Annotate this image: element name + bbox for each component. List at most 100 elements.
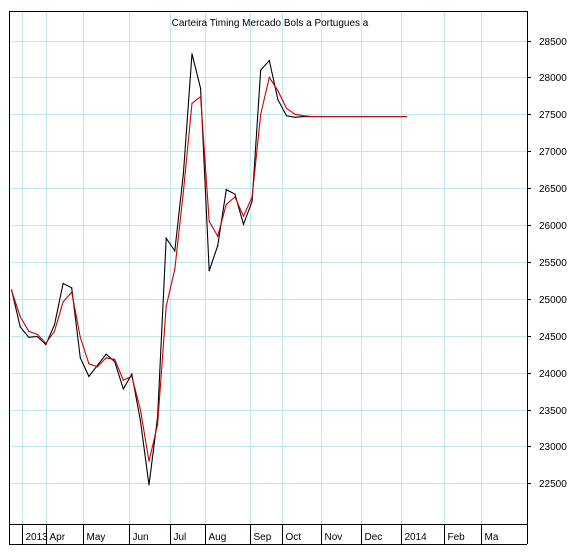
series-2-point [268,76,270,78]
series-1-point [88,375,90,377]
plot-frame [9,11,528,525]
series-2-point [320,116,322,118]
series-2-point [225,203,227,205]
series-2-point [165,305,167,307]
series-2-point [363,116,365,118]
series-1-point [96,364,99,366]
x-tick-label: Ma [485,532,499,543]
x-tick-label: Oct [286,532,302,543]
series-2-point [328,116,330,118]
series-1-point [62,282,64,284]
series-2-point [148,460,150,462]
series-1-point [294,116,296,118]
series-2-point [294,113,296,115]
y-tick-label: 25500 [539,258,567,269]
y-tick-label: 28500 [539,37,567,48]
series-2-point [406,116,408,118]
series-2-point [200,96,202,98]
y-tick-label: 26500 [539,184,567,195]
series-1-point [285,115,288,117]
x-tick-label: Feb [448,532,466,543]
x-tick-label: Sep [254,532,272,543]
series-2-point [174,268,176,270]
series-2-point [88,363,90,365]
chart-title: Carteira Timing Mercado Bols a Portugues… [172,18,369,29]
series-2-point [277,90,279,92]
series-1-point [251,200,253,202]
x-tick-label: Apr [50,532,66,543]
series-2-point [234,196,236,198]
series-1-point [45,344,47,346]
series-1-point [139,420,141,422]
series-2-point [380,116,382,118]
series-2-point [131,375,133,377]
y-tick-label: 25000 [539,295,567,306]
series-2-point [45,342,47,344]
series-2-point [389,116,391,118]
series-2-point [260,113,262,115]
y-axis: 22500 23000 23500 24000 24500 25000 25500 26000… [527,37,567,490]
series-1-point [174,250,176,252]
series-2-point [311,116,313,118]
series-2-point [36,333,38,335]
series-1-point [148,484,150,486]
x-tick-label: Jun [133,532,149,543]
series-1-point [217,245,219,247]
series-2-point [139,409,141,411]
series-2-point [28,330,30,332]
series-1-point [268,59,270,62]
x-tick-label: May [87,532,106,543]
series-2-point [346,116,348,118]
series-1-point [200,87,202,90]
x-tick-label: Aug [209,532,227,543]
series-2-point [242,215,245,217]
series-1-point [182,172,184,174]
series-1-point [225,189,227,191]
y-tick-label: 23000 [539,442,567,453]
series-2-point [53,330,56,332]
series-1-point [242,223,245,225]
x-tick-label: Dec [365,532,383,543]
y-tick-label: 24500 [539,332,567,343]
series-1-point [208,270,210,272]
series-1-point [122,388,124,390]
series-2-point [105,357,107,359]
y-tick-label: 28000 [539,73,567,84]
series-1-point [36,335,38,338]
series-2-point [114,358,116,360]
series-1-point [131,373,133,375]
series-2-point [337,116,339,118]
y-tick-label: 27000 [539,147,567,158]
series-layer [11,53,408,486]
series-1-point [165,237,167,239]
series-2-point [11,290,13,292]
x-tick-label: Jul [174,532,187,543]
series-2-point [354,116,356,118]
series-2-point [217,235,219,237]
series-1-point [191,53,193,55]
series-2-point [96,366,99,368]
series-1-point [28,336,30,338]
series-1-point [234,193,236,195]
series-1-point [277,99,279,101]
x-tick-label: 2014 [405,532,428,543]
y-tick-label: 23500 [539,406,567,417]
series-1-point [71,287,73,289]
series-2-point [191,102,193,104]
series-2-point [285,107,288,109]
series-2-point [251,196,253,198]
series-2-point [71,291,73,293]
series-2-point [182,191,184,193]
x-axis: 2013 Apr May Jun Jul Aug Sep Oct Nov Dec 2014 Feb Ma [9,524,528,545]
series-2-point [19,316,21,318]
series-2-point [122,379,124,381]
series-2-point [62,301,64,303]
series-line-1 [11,53,313,485]
grid [9,11,527,524]
series-1-point [105,353,107,355]
series-2-point [397,116,399,118]
y-tick-label: 22500 [539,479,567,490]
y-tick-label: 24000 [539,369,567,380]
series-1-point [79,357,81,359]
